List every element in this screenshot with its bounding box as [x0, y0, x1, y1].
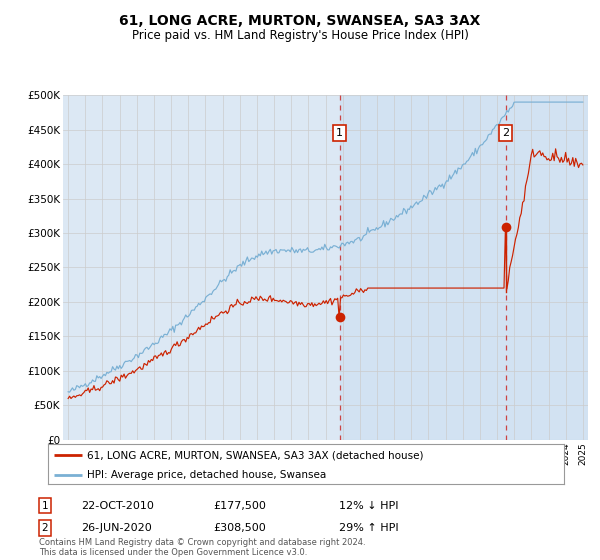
Bar — [340, 95, 600, 440]
Text: 61, LONG ACRE, MURTON, SWANSEA, SA3 3AX (detached house): 61, LONG ACRE, MURTON, SWANSEA, SA3 3AX … — [86, 450, 423, 460]
Text: 12% ↓ HPI: 12% ↓ HPI — [339, 501, 398, 511]
Text: 26-JUN-2020: 26-JUN-2020 — [81, 523, 152, 533]
Text: £308,500: £308,500 — [213, 523, 266, 533]
Text: 2: 2 — [502, 128, 509, 138]
Text: HPI: Average price, detached house, Swansea: HPI: Average price, detached house, Swan… — [86, 470, 326, 480]
Text: 29% ↑ HPI: 29% ↑ HPI — [339, 523, 398, 533]
Text: 1: 1 — [336, 128, 343, 138]
Text: 22-OCT-2010: 22-OCT-2010 — [81, 501, 154, 511]
Text: £177,500: £177,500 — [213, 501, 266, 511]
Text: 2: 2 — [41, 523, 49, 533]
Text: 61, LONG ACRE, MURTON, SWANSEA, SA3 3AX: 61, LONG ACRE, MURTON, SWANSEA, SA3 3AX — [119, 14, 481, 28]
Text: Contains HM Land Registry data © Crown copyright and database right 2024.
This d: Contains HM Land Registry data © Crown c… — [39, 538, 365, 557]
Text: 1: 1 — [41, 501, 49, 511]
Text: Price paid vs. HM Land Registry's House Price Index (HPI): Price paid vs. HM Land Registry's House … — [131, 29, 469, 42]
